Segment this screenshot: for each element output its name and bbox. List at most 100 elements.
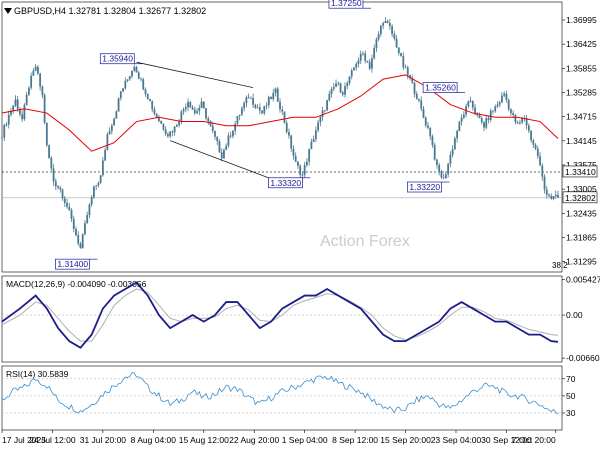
candle-body [45, 122, 48, 146]
candle-body [514, 115, 517, 123]
candle-body [75, 228, 77, 236]
candle-body [492, 110, 494, 112]
x-tick-label: 8 Sep 12:00 [332, 435, 378, 445]
candle-body [220, 152, 223, 159]
candle-body [545, 189, 548, 195]
candle-body [319, 116, 322, 123]
candle-body [93, 186, 95, 198]
dropdown-triangle-icon[interactable] [4, 8, 12, 14]
candle-body [498, 102, 501, 105]
candle-body [95, 185, 98, 187]
candle-body [297, 161, 299, 166]
candle-body [36, 66, 39, 74]
candle-body [14, 99, 17, 106]
candle-body [258, 107, 261, 111]
candle-body [530, 130, 532, 141]
candle-body [189, 101, 192, 108]
candle-body [254, 104, 257, 108]
candle-body [187, 101, 189, 108]
candle-body [3, 125, 6, 138]
candle-body [550, 195, 553, 199]
candle-body [140, 78, 142, 80]
candle-body [84, 223, 86, 235]
candle-body [52, 168, 55, 182]
candle-body [88, 204, 91, 215]
rsi-title: RSI(14) 30.5839 [6, 369, 69, 379]
price-annotation: 1.31400 [57, 259, 88, 269]
candle-body [205, 108, 207, 119]
candle-body [487, 118, 490, 120]
macd-panel-frame [1, 275, 563, 363]
x-tick-label: 8 Aug 04:00 [131, 435, 177, 445]
candle-body [122, 88, 124, 92]
candle-body [209, 121, 212, 126]
candle-body [442, 177, 445, 179]
candle-body [128, 76, 131, 80]
candle-body [97, 182, 100, 186]
candle-body [79, 243, 82, 249]
price-annotation-box [55, 258, 90, 270]
candle-body [50, 157, 53, 169]
macd-line [1, 281, 559, 349]
candle-body [335, 83, 337, 87]
rsi-y-tick-label: 50 [566, 391, 576, 401]
candle-body [72, 218, 75, 229]
price-y-tick-label: 1.31295 [566, 257, 597, 267]
price-y-tick-label: 1.34715 [566, 112, 597, 122]
candle-body [207, 118, 210, 122]
candle-body [124, 80, 127, 89]
candle-body [28, 87, 30, 95]
trendline [136, 61, 254, 89]
candle-body [283, 111, 286, 123]
candle-body [350, 70, 353, 77]
price-y-tick-label: 1.36425 [566, 39, 597, 49]
candle-body [265, 105, 268, 107]
candle-body [303, 165, 306, 175]
x-tick-label: 31 Jul 20:00 [80, 435, 127, 445]
candle-body [236, 116, 239, 124]
candle-body [249, 97, 252, 99]
candle-body [279, 101, 281, 110]
candle-body [518, 122, 521, 124]
candle-body [400, 53, 402, 57]
candle-body [290, 135, 293, 149]
rsi-y-tick-label: 70 [566, 374, 576, 384]
rsi-panel-frame [1, 365, 563, 431]
price-annotation-box [407, 181, 442, 193]
candle-body [225, 145, 228, 150]
candle-body [377, 33, 380, 40]
price-y-tick-label: 1.31865 [566, 232, 597, 242]
candle-body [453, 138, 456, 150]
candle-body [23, 104, 26, 120]
candle-body [158, 117, 160, 122]
candle-body [180, 111, 183, 122]
candle-body [328, 93, 331, 101]
candle-body [362, 53, 364, 55]
candle-body [276, 88, 279, 102]
candle-body [292, 148, 295, 156]
candle-body [512, 113, 515, 116]
candle-body [496, 104, 499, 107]
candle-body [536, 148, 539, 157]
candle-body [474, 107, 476, 114]
candle-body [267, 96, 270, 106]
candle-body [101, 160, 104, 176]
x-tick-label: 15 Sep 20:00 [380, 435, 431, 445]
candle-body [375, 39, 378, 48]
candle-body [61, 189, 64, 199]
candle-body [359, 53, 362, 61]
price-header: GBPUSD,H4 1.32781 1.32804 1.32677 1.3280… [14, 6, 207, 16]
candle-body [57, 186, 59, 188]
candle-body [422, 108, 425, 118]
candle-body [16, 99, 19, 109]
candle-body [21, 114, 24, 120]
candle-body [66, 202, 68, 207]
candle-body [90, 197, 93, 205]
candle-body [395, 38, 398, 48]
candle-body [391, 26, 393, 34]
price-y-tick-label: 1.32435 [566, 208, 597, 218]
candle-body [261, 110, 263, 114]
candle-body [5, 124, 8, 126]
candle-body [382, 23, 385, 26]
